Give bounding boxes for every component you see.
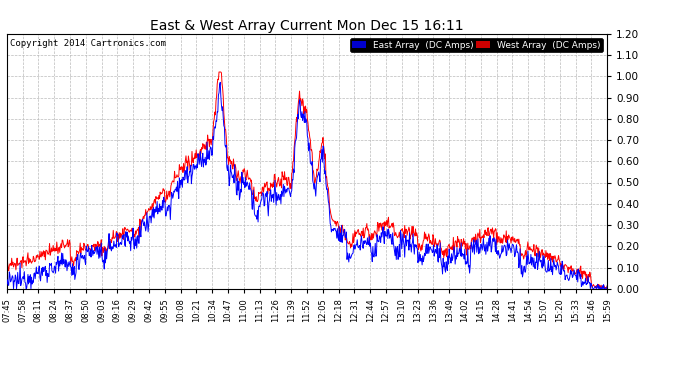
Title: East & West Array Current Mon Dec 15 16:11: East & West Array Current Mon Dec 15 16:… [150,19,464,33]
Text: Copyright 2014 Cartronics.com: Copyright 2014 Cartronics.com [10,39,166,48]
Legend: East Array  (DC Amps), West Array  (DC Amps): East Array (DC Amps), West Array (DC Amp… [350,38,602,52]
